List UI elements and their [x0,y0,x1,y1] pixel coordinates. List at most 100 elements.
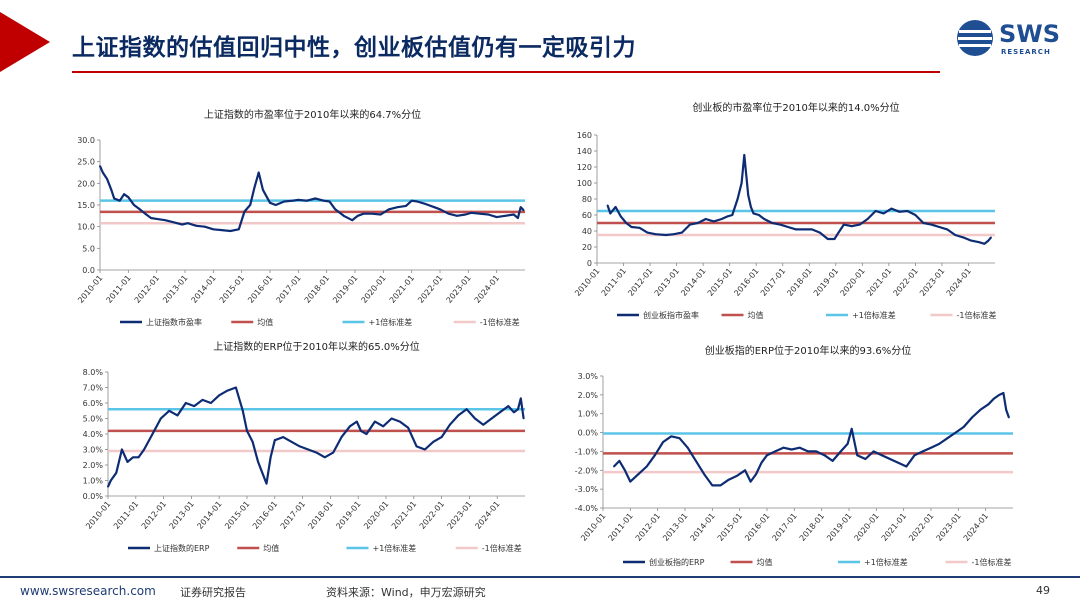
y-tick-label: 0.0 [82,266,95,275]
series-point [522,209,525,212]
series-point [273,439,276,442]
series-point [416,200,419,203]
series-point [711,484,714,487]
series-point [856,454,859,457]
x-tick-label: 2010-01 [573,267,601,298]
series-point [962,426,965,428]
series-point [399,420,401,423]
legend-label: 创业板指的ERP [649,557,705,567]
series-point [990,236,992,239]
series-point [226,389,229,392]
series-point [143,448,146,451]
y-tick-label: 8.0% [83,368,104,377]
series-point [447,212,450,215]
series-point [328,200,331,203]
x-tick-label: 2023-01 [918,267,946,298]
x-tick-label: 2011-01 [606,512,634,543]
x-tick-label: 2020-01 [362,500,390,531]
x-tick-label: 2016-01 [743,512,771,543]
series-point [522,417,525,420]
series-point [842,223,845,226]
chart-title: 上证指数的ERP位于2010年以来的65.0%分位 [213,340,420,353]
x-tick-label: 2021-01 [865,267,893,298]
chart-cyb-erp: 创业板指的ERP位于2010年以来的93.6%分位 -4.0% -3.0% -2.0%… [575,344,1013,567]
y-tick-label: 3.0% [578,372,599,381]
series-point [405,204,407,207]
series-point [150,217,152,219]
x-tick-label: 2020-01 [838,267,866,298]
series-point [695,459,697,462]
series-point [987,403,990,406]
series-point [998,393,1001,396]
x-tick-label: 2024-01 [962,512,990,543]
y-tick-label: 1.0% [578,410,599,419]
series-point [195,224,198,227]
x-tick-label: 2016-01 [732,267,760,298]
series-point [274,204,277,206]
series-point [638,226,641,229]
series-point [474,417,476,420]
x-tick-label: 2019-01 [334,500,362,531]
series-point [755,473,757,475]
x-tick-label: 2011-01 [104,274,132,305]
series-point [340,436,343,438]
series-point [874,210,877,212]
series-point [464,213,467,216]
x-tick-label: 2016-01 [251,500,279,531]
legend-label: -1倍标准差 [480,317,520,327]
series-point [906,210,909,212]
series-point [220,229,223,232]
series-point [456,214,458,217]
x-tick-label: 2024-01 [473,500,501,531]
series-point [253,186,256,189]
x-tick-label: 2022-01 [907,512,935,543]
series-point [889,458,891,460]
series-point [736,198,739,200]
x-tick-label: 2015-01 [706,267,734,298]
series-point [356,214,359,217]
x-tick-label: 2018-01 [307,500,335,531]
series-point [164,219,167,222]
x-tick-label: 2014-01 [189,274,217,305]
series-point [922,222,925,224]
series-point [1008,416,1010,419]
series-point [696,222,699,224]
legend-label: +1倍标准差 [373,543,417,553]
series-point [218,394,221,397]
y-tick-label: 5.0 [82,244,95,253]
series-point [760,461,763,464]
x-tick-label: 2017-01 [759,267,787,298]
series-point [954,234,957,236]
series-point [798,446,801,449]
series-point [704,218,707,220]
series-point [905,465,908,468]
series-point [99,165,101,167]
series-point [499,411,501,414]
series-point [388,208,390,211]
series-point [736,475,738,477]
series-point [898,210,901,213]
y-tick-label: 0 [587,259,592,268]
chart-sh-pe: 上证指数的市盈率位于2010年以来的64.7%分位 0.0 5.0 10.0 15.0 2… [76,108,525,327]
x-tick-label: 2011-01 [600,267,628,298]
y-tick-label: -3.0% [575,485,599,494]
y-tick-label: 0.0% [578,429,599,438]
series-point [203,225,206,228]
footer-url-link[interactable]: www.swsresearch.com [20,584,156,598]
series-point [703,473,706,475]
series-point [390,417,393,420]
x-tick-label: 2014-01 [679,267,707,298]
series-point [106,178,108,180]
x-tick-label: 2017-01 [770,512,798,543]
legend-label: +1倍标准差 [852,310,896,320]
series-point [209,402,212,404]
series-point [297,198,300,201]
series-point [1005,409,1008,411]
legend-label: -1倍标准差 [482,543,522,553]
series-point [396,206,399,209]
y-tick-label: 140 [577,147,592,156]
legend-label: +1倍标准差 [864,557,908,567]
series-point [882,212,885,215]
series-point [807,450,809,453]
red-chevron-icon [0,12,50,72]
